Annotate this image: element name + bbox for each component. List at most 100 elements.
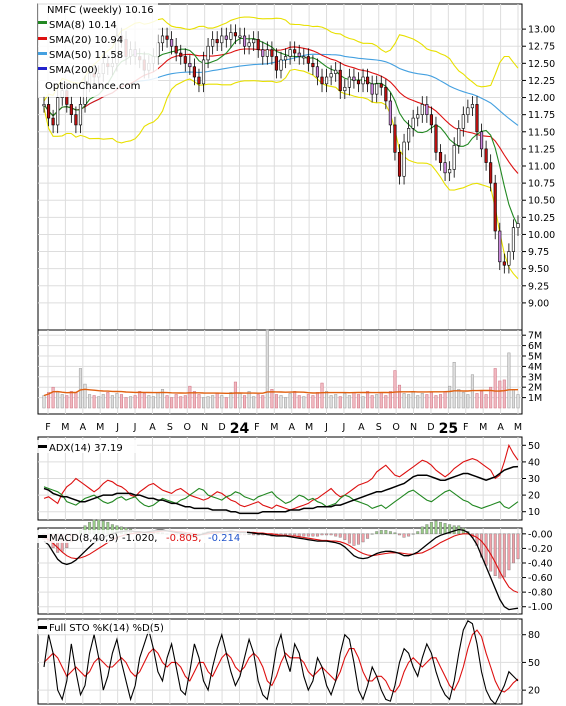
volume-bar — [484, 394, 488, 409]
adx-tick-label: 10 — [528, 507, 540, 518]
volume-bar — [88, 394, 92, 409]
macd-tick-label: -0.20 — [528, 544, 553, 555]
x-tick-label: A — [358, 422, 365, 433]
volume-tick-label: 4M — [528, 362, 542, 373]
candle — [516, 223, 520, 228]
volume-bar — [375, 394, 379, 409]
volume-bar — [229, 392, 233, 409]
macd-tick-label: -0.40 — [528, 558, 553, 569]
macd-histogram-bar — [347, 533, 351, 544]
adx-tick-label: 50 — [528, 441, 540, 452]
candle — [375, 83, 379, 95]
volume-bar — [284, 397, 288, 409]
candle — [425, 104, 429, 115]
macd-histogram-bar — [448, 524, 452, 535]
macd-histogram-bar — [511, 533, 515, 564]
candle — [470, 104, 474, 109]
candle — [302, 56, 306, 59]
macd-histogram-bar — [361, 533, 365, 543]
volume-bar — [325, 391, 329, 409]
candle — [457, 128, 461, 146]
volume-bar — [110, 395, 114, 409]
macd-histogram-bar — [325, 533, 329, 536]
volume-bar — [306, 394, 310, 409]
volume-bar — [238, 393, 242, 409]
volume-bar — [183, 395, 187, 409]
price-tick-label: 11.00 — [528, 162, 555, 173]
price-legend: NMFC (weekly) 10.16 SMA(8) 10.14 SMA(20)… — [38, 3, 158, 97]
x-tick-label: M — [305, 422, 313, 433]
x-tick-label: M — [61, 422, 69, 433]
macd-histogram-bar — [493, 533, 497, 577]
price-tick-label: 10.75 — [528, 179, 555, 190]
price-tick-label: 10.50 — [528, 196, 555, 207]
candle — [265, 49, 269, 57]
x-tick-label: M — [96, 422, 104, 433]
volume-bar — [165, 395, 169, 409]
x-tick-label: D — [218, 422, 225, 433]
volume-bar — [461, 392, 465, 409]
volume-bar — [452, 361, 456, 409]
volume-bar — [133, 395, 137, 409]
candle — [78, 104, 83, 126]
volume-bar — [370, 395, 374, 409]
volume-bar — [142, 393, 146, 409]
volume-bar — [411, 391, 415, 409]
candle — [366, 76, 370, 85]
candle — [211, 39, 215, 47]
volume-bar — [334, 394, 338, 409]
candle — [247, 42, 251, 47]
candle — [484, 148, 488, 163]
x-tick-label: A — [80, 422, 87, 433]
volume-bar — [434, 395, 438, 409]
volume-tick-label: 6M — [528, 341, 542, 352]
macd-value: -1.020, — [122, 533, 157, 544]
price-panel: 13.00 12.75 12.50 12.25 12.00 11.75 11.50 11.25… — [37, 3, 555, 331]
macd-histogram-bar — [452, 525, 456, 535]
candle — [479, 131, 484, 150]
macd-tick-label: -1.00 — [528, 602, 553, 613]
macd-histogram-bar — [443, 523, 447, 535]
volume-bar — [439, 394, 443, 409]
minus-di-line — [43, 486, 519, 510]
candle — [434, 124, 438, 153]
x-tick-label: S — [167, 422, 173, 433]
volume-bar — [279, 395, 283, 409]
volume-bar — [265, 329, 269, 409]
candle — [274, 56, 279, 71]
volume-bar — [311, 395, 315, 409]
candle — [229, 32, 233, 40]
price-title: NMFC (weekly) 10.16 — [47, 5, 154, 16]
legend-swatch-sma200 — [38, 67, 47, 70]
volume-bar — [233, 381, 237, 409]
volume-bar — [224, 397, 228, 409]
macd-histogram-bar — [439, 521, 442, 535]
macd-tick-label: -0.60 — [528, 573, 553, 584]
candle — [201, 59, 206, 85]
volume-bar — [206, 396, 210, 409]
macd-histogram-bar — [375, 531, 379, 535]
price-tick-label: 13.00 — [528, 25, 555, 36]
candle — [370, 83, 374, 95]
adx-legend: ADX(14) 37.19 — [37, 440, 137, 454]
volume-bar — [188, 385, 192, 409]
x-tick-label: J — [133, 422, 137, 433]
volume-bar — [502, 379, 506, 409]
candle — [329, 73, 333, 78]
sto-tick-label: 50 — [528, 658, 540, 669]
candle — [224, 35, 228, 40]
volume-bar — [151, 396, 155, 409]
candle — [252, 39, 256, 44]
price-tick-label: 12.25 — [528, 76, 555, 87]
volume-bar — [493, 368, 497, 409]
x-tick-label: J — [324, 422, 328, 433]
candle — [352, 76, 356, 81]
volume-bar — [407, 394, 411, 409]
volume-bar — [160, 389, 165, 409]
candle — [443, 162, 447, 174]
macd-histogram-bar — [320, 533, 324, 536]
candle — [407, 128, 411, 143]
x-tick-label: F — [45, 422, 50, 433]
macd-histogram-bar — [393, 532, 397, 535]
